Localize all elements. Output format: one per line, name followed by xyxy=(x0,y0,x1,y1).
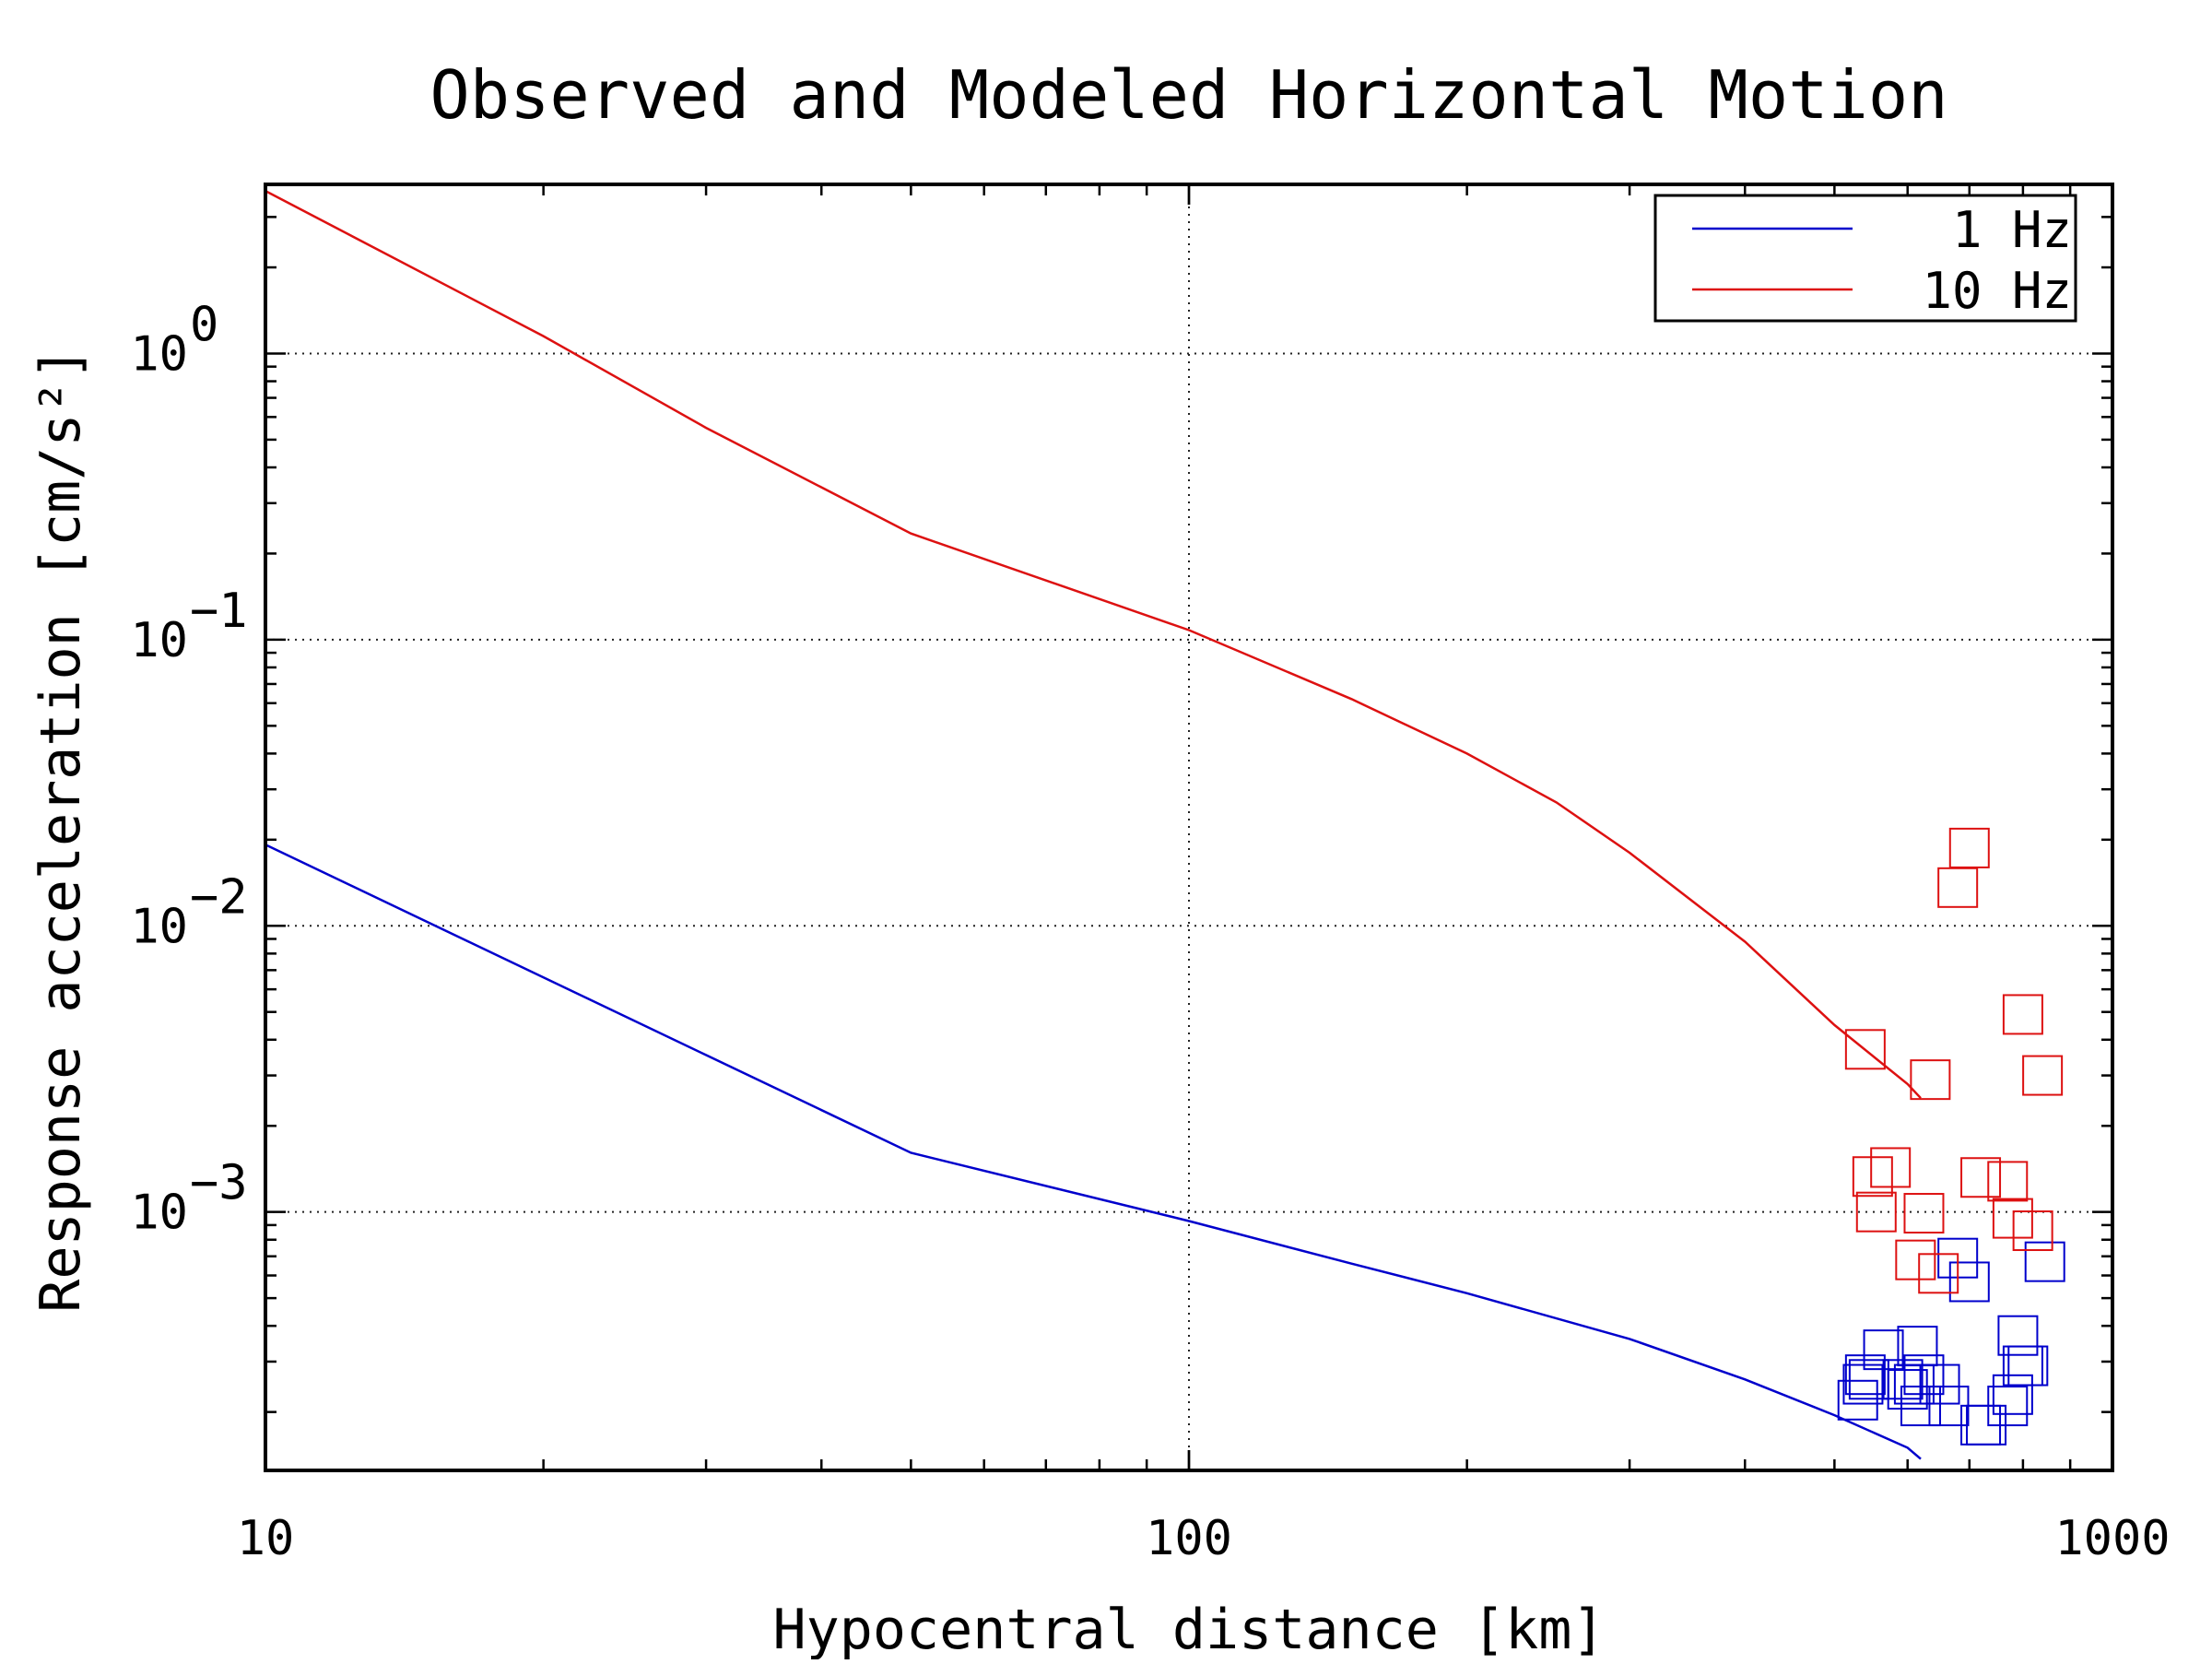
observed-point-10hz xyxy=(1844,1029,1886,1070)
observed-point-1hz xyxy=(1882,1359,1924,1400)
observed-point-10hz xyxy=(2012,1210,2053,1252)
x-tick-label: 100 xyxy=(1146,1511,1232,1566)
observed-point-10hz xyxy=(1910,1059,1951,1101)
observed-point-1hz xyxy=(1992,1374,2033,1415)
y-tick-label-exponent: −3 xyxy=(190,1156,248,1211)
observed-point-1hz xyxy=(1948,1261,1990,1303)
observed-point-10hz xyxy=(1987,1161,2029,1202)
legend: 1 Hz 10 Hz xyxy=(1653,194,2077,323)
observed-point-1hz xyxy=(1997,1315,2039,1356)
x-tick-label: 1000 xyxy=(2054,1511,2170,1566)
observed-point-10hz xyxy=(1948,827,1990,868)
observed-point-1hz xyxy=(1887,1369,1928,1410)
observed-point-1hz xyxy=(2024,1241,2065,1282)
observed-point-10hz xyxy=(1918,1253,1959,1294)
y-tick-label: 10 xyxy=(130,899,188,954)
observed-point-1hz xyxy=(1837,1379,1878,1421)
observed-point-1hz xyxy=(1987,1386,2029,1427)
y-tick-label: 10 xyxy=(130,1186,188,1241)
model-line-10hz xyxy=(265,189,1922,1100)
legend-label-1hz: 1 Hz xyxy=(1952,201,2072,259)
observed-point-1hz xyxy=(2007,1345,2049,1387)
chart-title: Observed and Modeled Horizontal Motion xyxy=(429,56,1947,134)
y-tick-label-exponent: −2 xyxy=(190,869,248,925)
observed-point-10hz xyxy=(2022,1055,2064,1096)
plot-frame xyxy=(264,183,2114,1472)
observed-point-10hz xyxy=(1960,1157,2002,1198)
y-tick-label-exponent: −1 xyxy=(190,584,248,639)
observed-point-10hz xyxy=(1937,867,1979,908)
x-tick-label: 10 xyxy=(237,1511,295,1566)
observed-point-1hz xyxy=(1844,1354,1886,1396)
observed-points-layer xyxy=(1837,827,2065,1446)
observed-point-1hz xyxy=(1903,1354,1945,1396)
observed-point-1hz xyxy=(1842,1363,1884,1405)
observed-point-10hz xyxy=(2002,994,2043,1035)
grid-layer xyxy=(265,184,2112,1470)
observed-point-10hz xyxy=(1870,1147,1912,1188)
model-lines-layer xyxy=(265,189,1922,1460)
observed-point-10hz xyxy=(1895,1239,1936,1280)
observed-point-10hz xyxy=(1855,1191,1897,1233)
y-tick-label-exponent: 0 xyxy=(190,297,218,352)
y-axis-label: Response acceleration [cm/s²] xyxy=(29,347,93,1313)
y-tick-label: 10 xyxy=(130,613,188,668)
legend-label-10hz: 10 Hz xyxy=(1922,262,2072,320)
x-axis-label: Hypocentral distance [km] xyxy=(772,1598,1605,1659)
observed-point-10hz xyxy=(1852,1156,1893,1198)
model-line-1hz xyxy=(265,844,1922,1460)
observed-point-1hz xyxy=(1897,1326,1938,1367)
legend-box xyxy=(1653,194,2077,323)
y-tick-label: 10 xyxy=(130,326,188,382)
observed-point-10hz xyxy=(1903,1193,1945,1234)
observed-point-1hz xyxy=(1919,1363,1960,1405)
